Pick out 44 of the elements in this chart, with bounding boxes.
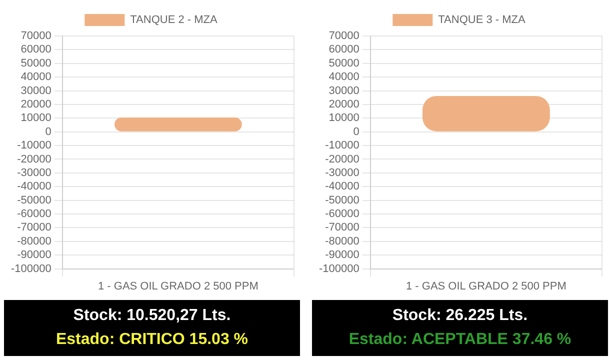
y-tick-label: -30000: [17, 166, 52, 179]
y-tick-label: 50000: [20, 57, 52, 70]
y-tick-label: -70000: [17, 222, 52, 234]
legend-label: TANQUE 3 - MZA: [438, 14, 526, 26]
y-tick-label: -10000: [325, 140, 360, 152]
y-tick-label: -10000: [17, 140, 52, 152]
y-tick-label: 20000: [20, 98, 52, 110]
y-tick-label: 10000: [328, 112, 360, 124]
y-tick-label: -60000: [17, 208, 52, 220]
y-tick-label: -30000: [325, 166, 360, 179]
y-tick-label: 40000: [328, 71, 360, 84]
y-tick-label: 60000: [328, 44, 360, 56]
y-tick-label: 0: [353, 126, 360, 138]
y-tick-label: 30000: [328, 84, 360, 97]
x-tick-label: 1 - GAS OIL GRADO 2 500 PPM: [406, 280, 566, 292]
y-tick-label: -40000: [17, 180, 52, 193]
y-tick-label: -70000: [325, 222, 360, 234]
y-tick-label: 70000: [20, 30, 52, 42]
y-tick-label: 60000: [20, 44, 52, 56]
y-tick-label: -20000: [325, 153, 360, 166]
y-tick-label: 70000: [328, 30, 360, 42]
y-tick-label: -40000: [325, 180, 360, 193]
y-tick-label: -100000: [10, 262, 52, 275]
y-tick-label: 10000: [20, 112, 52, 124]
text: Estado: ACEPTABLE 37.46 %: [348, 330, 572, 350]
legend-label: TANQUE 2 - MZA: [130, 14, 218, 26]
x-tick-label: 1 - GAS OIL GRADO 2 500 PPM: [98, 280, 258, 292]
y-tick-label: -50000: [17, 194, 52, 206]
y-tick-label: -50000: [325, 194, 360, 206]
text: Estado: CRITICO 15.03 %: [56, 330, 248, 350]
y-tick-label: -100000: [318, 262, 360, 275]
y-tick-label: -80000: [325, 235, 360, 248]
y-tick-label: 30000: [20, 84, 52, 97]
y-tick-label: -90000: [17, 249, 52, 262]
y-tick-label: 20000: [328, 98, 360, 110]
y-tick-label: -80000: [17, 235, 52, 248]
text: Stock: 26.225 Lts.: [392, 306, 528, 326]
y-tick-label: -90000: [325, 249, 360, 262]
y-tick-label: -20000: [17, 153, 52, 166]
y-tick-label: 40000: [20, 71, 52, 84]
y-tick-label: -60000: [325, 208, 360, 220]
y-tick-label: 50000: [328, 57, 360, 70]
y-tick-label: 0: [45, 126, 52, 138]
text: Stock: 10.520,27 Lts.: [73, 306, 231, 326]
